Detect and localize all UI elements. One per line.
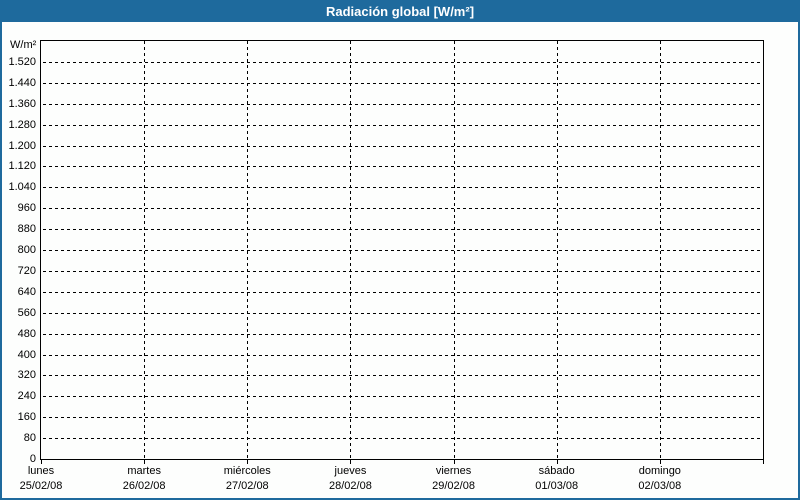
- x-tick-date: 29/02/08: [432, 480, 475, 492]
- x-tick-day: jueves: [334, 465, 367, 477]
- y-tick-label: 160: [17, 411, 36, 424]
- x-tick-day: sábado: [538, 465, 575, 477]
- x-tick-label: jueves 28/02/08: [300, 464, 400, 494]
- chart-title-bar: Radiación global [W/m²]: [2, 2, 798, 22]
- x-tick-date: 01/03/08: [535, 480, 579, 492]
- x-tick-label: sábado 01/03/08: [507, 464, 607, 494]
- x-tick-date: 28/02/08: [329, 480, 372, 492]
- y-tick-label: 400: [17, 348, 36, 361]
- y-tick-label: 480: [17, 327, 36, 340]
- y-tick-label: 960: [17, 202, 36, 215]
- y-tick-label: 880: [17, 223, 36, 236]
- y-tick-label: 0: [29, 453, 36, 465]
- x-tick-date: 25/02/08: [19, 480, 63, 492]
- x-tick-day: martes: [127, 465, 161, 477]
- y-tick-label: 80: [23, 432, 36, 445]
- x-tick-date: 02/03/08: [638, 480, 682, 492]
- x-tick-label: martes 26/02/08: [94, 464, 194, 494]
- y-tick-label: 560: [17, 306, 36, 319]
- y-tick-label: 1.200: [8, 139, 36, 152]
- y-tick-label: 320: [17, 369, 36, 382]
- y-tick-label: 1.520: [8, 55, 36, 68]
- y-tick-label: 1.120: [8, 160, 36, 173]
- y-tick-label: 1.280: [8, 118, 36, 131]
- y-tick-label: 640: [17, 285, 36, 298]
- x-tick-date: 27/02/08: [225, 480, 269, 492]
- x-tick-day: domingo: [638, 465, 681, 477]
- y-tick-label: 240: [17, 390, 36, 403]
- x-tick-date: 26/02/08: [122, 480, 166, 492]
- y-tick-label: 720: [17, 264, 36, 277]
- y-tick-label: 800: [17, 244, 36, 256]
- x-tick-label: lunes 25/02/08: [2, 464, 91, 494]
- y-axis-unit-label: W/m²: [10, 39, 37, 51]
- x-tick-label: viernes 29/02/08: [404, 464, 504, 494]
- x-tick-day: viernes: [435, 465, 472, 477]
- x-tick-day: lunes: [27, 465, 55, 477]
- y-tick-label: 1.040: [8, 181, 36, 194]
- plot-gridlines: [41, 41, 764, 464]
- x-tick-label: miércoles 27/02/08: [197, 464, 297, 494]
- plot-area: [40, 40, 764, 464]
- y-tick-label: 1.360: [8, 97, 36, 110]
- x-tick-day: miércoles: [223, 465, 271, 477]
- x-tick-label: domingo 02/03/08: [610, 464, 710, 494]
- y-tick-label: 1.440: [8, 76, 36, 89]
